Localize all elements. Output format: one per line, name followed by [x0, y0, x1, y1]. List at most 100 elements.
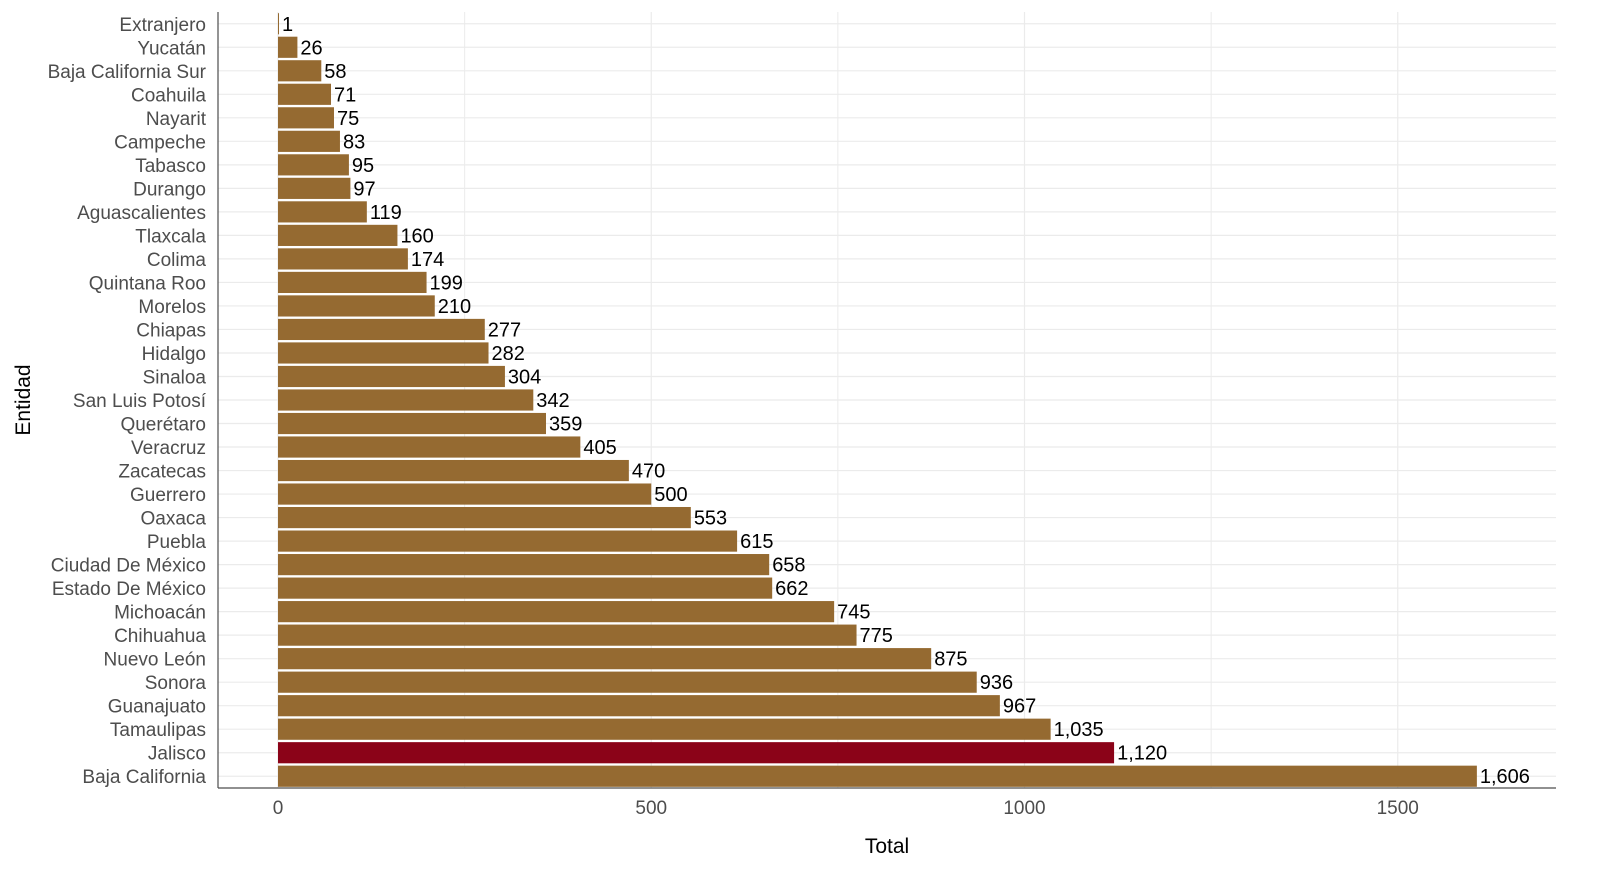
category-label: Ciudad De México [51, 556, 206, 577]
bar [278, 671, 977, 693]
data-label: 500 [654, 484, 687, 506]
category-label: Guerrero [130, 485, 206, 506]
data-label: 1,035 [1054, 719, 1104, 741]
data-label: 342 [536, 390, 569, 412]
category-label: Tabasco [135, 156, 206, 177]
category-label: Hidalgo [142, 344, 206, 365]
bar [278, 765, 1477, 787]
data-label: 97 [353, 178, 375, 200]
category-label: Oaxaca [141, 509, 207, 530]
data-label: 282 [492, 343, 525, 365]
bar [278, 83, 332, 105]
category-label: Sinaloa [143, 367, 207, 388]
data-labels: 1265871758395971191601741992102772823043… [282, 14, 1530, 788]
bar [278, 530, 738, 552]
category-label: Zacatecas [118, 462, 206, 483]
bar [278, 295, 435, 317]
category-label: Aguascalientes [77, 203, 206, 224]
data-label: 615 [740, 531, 773, 553]
bar [278, 648, 932, 670]
data-label: 1 [282, 14, 293, 36]
category-label: Puebla [147, 532, 207, 553]
category-label: Guanajuato [108, 697, 206, 718]
data-label: 71 [334, 84, 356, 106]
bar [278, 742, 1115, 764]
category-label: Campeche [114, 132, 206, 153]
category-label: Michoacán [114, 603, 206, 624]
bar [278, 459, 629, 482]
bar [278, 577, 773, 599]
x-tick-label: 0 [273, 798, 284, 819]
category-label: Querétaro [120, 415, 206, 436]
category-label: Estado De México [52, 579, 206, 600]
data-label: 359 [549, 414, 582, 436]
bar [278, 483, 652, 505]
category-label: Nuevo León [104, 650, 206, 671]
category-label: Yucatán [137, 38, 206, 59]
data-label: 26 [300, 37, 322, 59]
data-label: 160 [400, 225, 433, 247]
data-label: 83 [343, 131, 365, 153]
bar [278, 624, 857, 646]
x-tick-label: 1500 [1377, 798, 1419, 819]
data-label: 199 [430, 272, 463, 294]
data-label: 1,120 [1117, 743, 1167, 765]
data-label: 210 [438, 296, 471, 318]
data-label: 936 [980, 672, 1013, 694]
bar [278, 107, 334, 129]
category-label: Nayarit [146, 109, 207, 130]
x-tick-label: 500 [635, 798, 667, 819]
category-label: Chihuahua [114, 626, 206, 647]
category-label: Baja California Sur [48, 62, 207, 83]
data-label: 58 [324, 61, 346, 83]
data-label: 745 [837, 602, 870, 624]
bar [278, 130, 340, 152]
data-label: 470 [632, 461, 665, 483]
data-label: 553 [694, 508, 727, 530]
data-label: 174 [411, 249, 444, 271]
bar [278, 695, 1000, 717]
category-label: Durango [133, 179, 206, 200]
data-label: 405 [583, 437, 616, 459]
bar [278, 154, 349, 176]
data-label: 875 [934, 649, 967, 671]
category-label: Chiapas [136, 320, 206, 341]
bar [278, 248, 408, 270]
category-label: San Luis Potosí [73, 391, 207, 412]
data-label: 277 [488, 319, 521, 341]
x-tick-labels: 0 500 1000 1500 [273, 798, 1419, 819]
data-label: 1,606 [1480, 766, 1530, 788]
grid-lines [218, 12, 1556, 788]
bars [278, 13, 1477, 787]
category-label: Colima [147, 250, 207, 271]
y-axis-title: Entidad [12, 364, 35, 435]
category-label: Baja California [82, 767, 206, 788]
bar [278, 177, 351, 199]
category-label: Coahuila [131, 85, 206, 106]
category-label: Tlaxcala [135, 226, 206, 247]
data-label: 304 [508, 366, 541, 388]
bar [278, 201, 367, 223]
bar [278, 506, 691, 529]
bar [278, 554, 770, 576]
data-label: 119 [370, 202, 402, 224]
data-label: 658 [772, 555, 805, 577]
data-label: 775 [860, 625, 893, 647]
bar [278, 224, 398, 246]
x-axis-title: Total [865, 835, 909, 858]
category-label: Morelos [138, 297, 206, 318]
category-label: Quintana Roo [89, 273, 206, 294]
bar [278, 389, 534, 411]
x-tick-label: 1000 [1003, 798, 1045, 819]
bar [278, 365, 505, 388]
bar [278, 60, 322, 82]
category-label: Jalisco [148, 744, 206, 765]
data-label: 75 [337, 108, 359, 130]
bar [278, 412, 546, 435]
category-label: Extranjero [119, 15, 206, 36]
bar [278, 718, 1051, 740]
data-label: 95 [352, 155, 374, 177]
bar [278, 342, 489, 364]
